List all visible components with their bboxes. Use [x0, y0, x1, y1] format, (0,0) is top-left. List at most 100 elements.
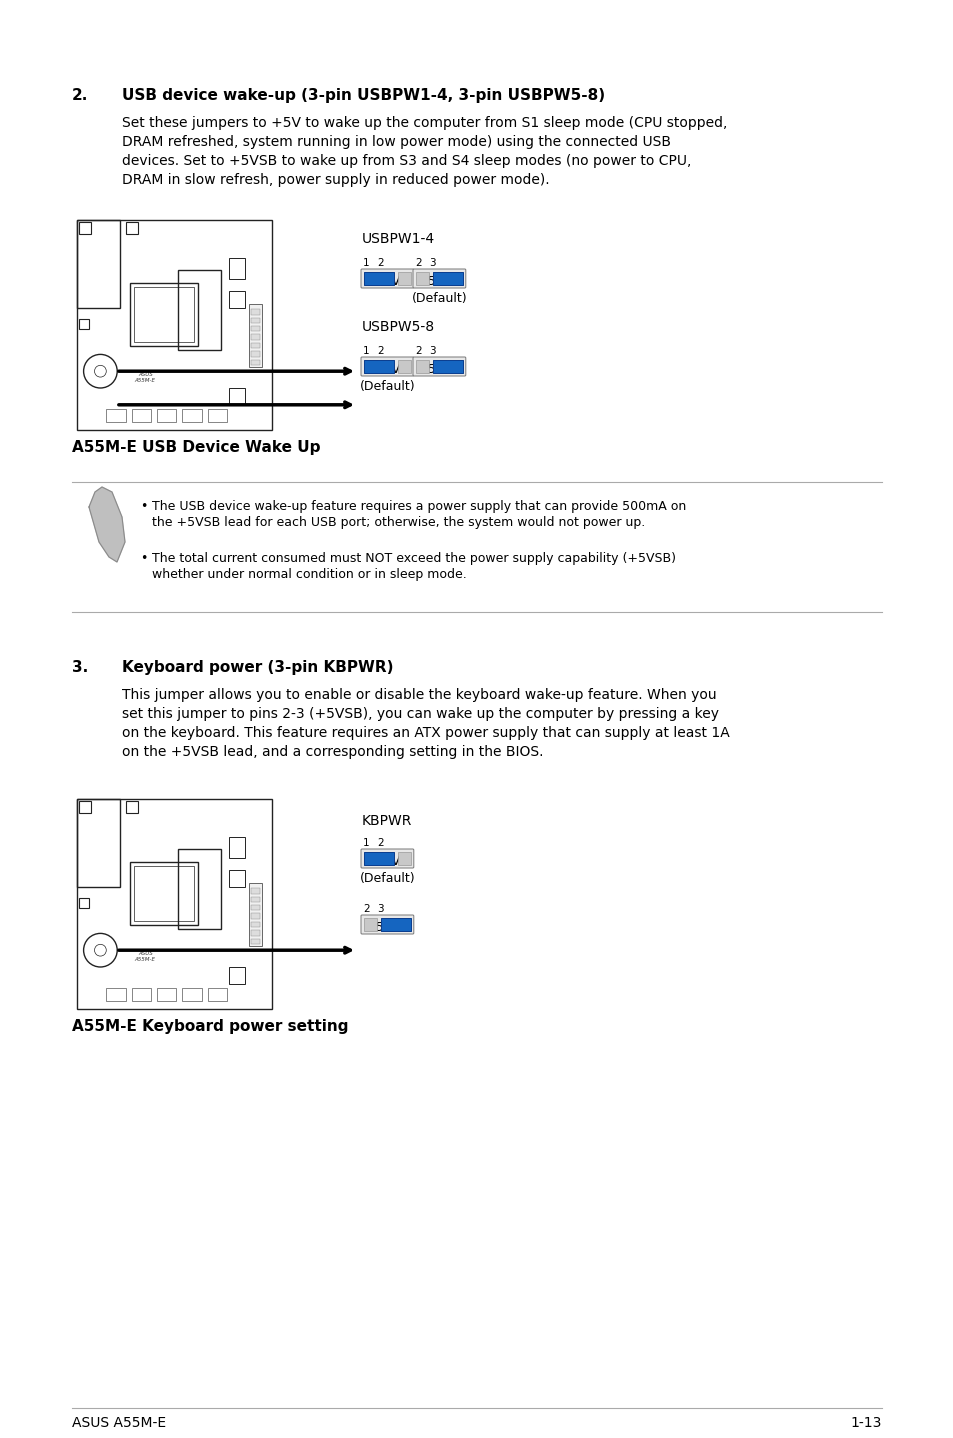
- Text: +5V: +5V: [374, 275, 400, 288]
- Text: KBPWR: KBPWR: [361, 814, 412, 828]
- Bar: [249, 303, 262, 367]
- Bar: [364, 917, 376, 930]
- Bar: [77, 800, 272, 1009]
- Bar: [79, 899, 89, 909]
- Bar: [126, 221, 138, 234]
- Text: set this jumper to pins 2-3 (+5VSB), you can wake up the computer by pressing a : set this jumper to pins 2-3 (+5VSB), you…: [122, 707, 719, 720]
- Text: +5VSB: +5VSB: [417, 275, 461, 288]
- Text: USBPW5-8: USBPW5-8: [361, 321, 435, 334]
- FancyBboxPatch shape: [360, 848, 414, 869]
- Bar: [182, 408, 202, 421]
- Bar: [364, 851, 376, 866]
- Bar: [397, 360, 411, 372]
- Bar: [77, 220, 272, 430]
- Text: The USB device wake-up feature requires a power supply that can provide 500mA on: The USB device wake-up feature requires …: [152, 500, 685, 513]
- Bar: [133, 288, 193, 342]
- Bar: [229, 870, 244, 887]
- Text: the +5VSB lead for each USB port; otherwise, the system would not power up.: the +5VSB lead for each USB port; otherw…: [152, 516, 644, 529]
- Bar: [182, 988, 202, 1001]
- Text: 3: 3: [429, 347, 436, 357]
- Bar: [251, 905, 260, 910]
- Bar: [77, 800, 120, 887]
- Text: (Default): (Default): [359, 871, 415, 884]
- Text: 2: 2: [376, 838, 383, 848]
- Text: This jumper allows you to enable or disable the keyboard wake-up feature. When y: This jumper allows you to enable or disa…: [122, 687, 716, 702]
- Bar: [397, 917, 411, 930]
- Bar: [416, 360, 429, 372]
- Bar: [251, 342, 260, 348]
- Text: Set these jumpers to +5V to wake up the computer from S1 sleep mode (CPU stopped: Set these jumpers to +5V to wake up the …: [122, 116, 726, 129]
- Bar: [364, 272, 376, 285]
- Text: A55M-E Keyboard power setting: A55M-E Keyboard power setting: [71, 1020, 348, 1034]
- Bar: [433, 360, 445, 372]
- Text: 3: 3: [429, 257, 436, 267]
- Text: 2: 2: [376, 257, 383, 267]
- Bar: [79, 319, 89, 329]
- Bar: [380, 917, 411, 930]
- Text: 1-13: 1-13: [850, 1416, 882, 1429]
- Text: +5V: +5V: [374, 362, 400, 375]
- Text: +5V: +5V: [374, 856, 400, 869]
- Bar: [157, 408, 176, 421]
- Bar: [251, 922, 260, 928]
- Bar: [251, 913, 260, 919]
- FancyBboxPatch shape: [360, 269, 414, 288]
- Text: 2: 2: [415, 347, 421, 357]
- Bar: [364, 851, 394, 866]
- Bar: [433, 272, 462, 285]
- Bar: [433, 360, 462, 372]
- Text: devices. Set to +5VSB to wake up from S3 and S4 sleep modes (no power to CPU,: devices. Set to +5VSB to wake up from S3…: [122, 154, 691, 168]
- Bar: [208, 988, 227, 1001]
- Bar: [79, 801, 91, 812]
- Bar: [251, 897, 260, 902]
- Text: The total current consumed must NOT exceed the power supply capability (+5VSB): The total current consumed must NOT exce…: [152, 552, 676, 565]
- Text: 2: 2: [376, 347, 383, 357]
- Text: DRAM in slow refresh, power supply in reduced power mode).: DRAM in slow refresh, power supply in re…: [122, 173, 549, 187]
- Bar: [397, 272, 411, 285]
- Text: USB device wake-up (3-pin USBPW1-4, 3-pin USBPW5-8): USB device wake-up (3-pin USBPW1-4, 3-pi…: [122, 88, 604, 104]
- FancyBboxPatch shape: [360, 357, 414, 375]
- Bar: [397, 851, 411, 866]
- Text: ASUS A55M-E: ASUS A55M-E: [71, 1416, 166, 1429]
- FancyBboxPatch shape: [413, 357, 465, 375]
- Bar: [433, 272, 445, 285]
- Bar: [251, 930, 260, 936]
- Bar: [132, 408, 151, 421]
- Text: ASUS
A55M-E: ASUS A55M-E: [134, 372, 155, 383]
- Text: +5VSB: +5VSB: [417, 362, 461, 375]
- Bar: [178, 270, 221, 351]
- Bar: [251, 351, 260, 357]
- Bar: [251, 360, 260, 365]
- Text: A55M-E USB Device Wake Up: A55M-E USB Device Wake Up: [71, 440, 320, 454]
- Text: (Default): (Default): [359, 380, 415, 393]
- Bar: [364, 360, 376, 372]
- Bar: [178, 850, 221, 929]
- Text: 2.: 2.: [71, 88, 89, 104]
- Bar: [106, 988, 126, 1001]
- Text: 2: 2: [363, 905, 369, 915]
- Bar: [130, 861, 197, 925]
- Text: 1: 1: [363, 838, 369, 848]
- Text: 3: 3: [376, 905, 383, 915]
- Bar: [364, 272, 394, 285]
- Bar: [251, 889, 260, 893]
- Bar: [132, 988, 151, 1001]
- Text: USBPW1-4: USBPW1-4: [361, 232, 435, 246]
- Text: ASUS
A55M-E: ASUS A55M-E: [134, 951, 155, 962]
- Bar: [249, 883, 262, 946]
- Bar: [251, 326, 260, 331]
- Text: DRAM refreshed, system running in low power mode) using the connected USB: DRAM refreshed, system running in low po…: [122, 135, 670, 150]
- Text: (Default): (Default): [411, 292, 467, 305]
- Bar: [251, 318, 260, 324]
- Text: •: •: [140, 500, 147, 513]
- Bar: [251, 939, 260, 943]
- Text: on the +5VSB lead, and a corresponding setting in the BIOS.: on the +5VSB lead, and a corresponding s…: [122, 745, 543, 759]
- Bar: [157, 988, 176, 1001]
- Text: 2: 2: [415, 257, 421, 267]
- Text: 1: 1: [363, 347, 369, 357]
- Bar: [251, 309, 260, 315]
- Bar: [126, 801, 138, 812]
- Bar: [380, 917, 394, 930]
- Bar: [229, 257, 244, 279]
- Text: 1: 1: [363, 257, 369, 267]
